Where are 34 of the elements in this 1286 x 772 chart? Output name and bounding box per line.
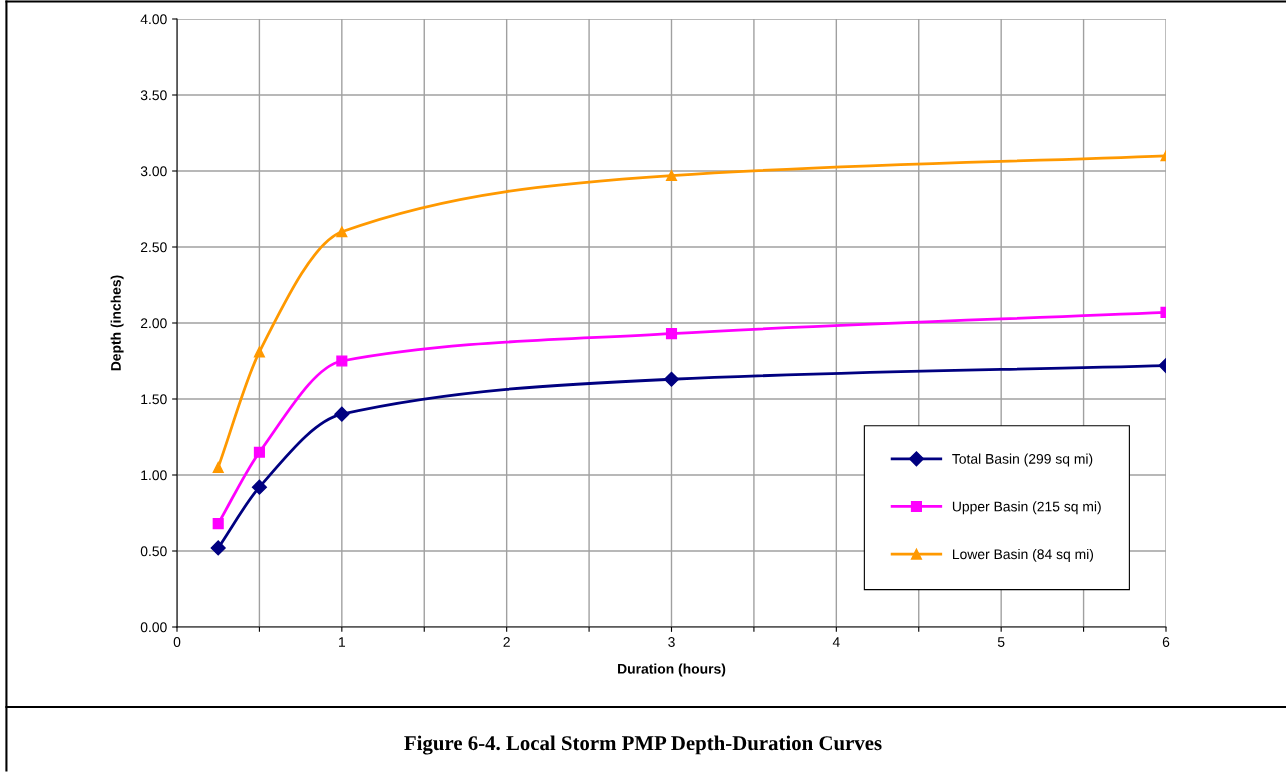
x-tick-label: 0 <box>173 637 181 647</box>
text: Figure 6-4. Local Storm PMP Depth-Duration Curves <box>404 735 882 755</box>
y-tick-label: 1.50 <box>141 394 167 405</box>
y-tick-label: 3.50 <box>140 90 167 101</box>
point <box>665 328 678 340</box>
point <box>251 479 267 495</box>
x-tick-label: 1 <box>339 637 346 647</box>
y-tick-label: 4.00 <box>140 14 167 25</box>
x-axis-title: Duration (hours) <box>618 663 726 677</box>
point <box>334 406 350 422</box>
point <box>253 446 265 458</box>
x-tick-label: 2 <box>503 637 510 647</box>
y-tick-label: 3.00 <box>140 166 167 177</box>
y-axis-title: Depth (inches) <box>110 275 124 371</box>
x-tick-label: 3 <box>668 637 675 647</box>
point <box>336 355 348 367</box>
point <box>665 170 678 182</box>
y-tick-label: 1.00 <box>141 470 167 481</box>
y-tick-label: 2.00 <box>140 318 167 329</box>
legend-label: Lower Basin (84 sq mi) <box>953 548 1094 562</box>
x-tick-label: 6 <box>1162 637 1170 647</box>
point <box>253 346 265 358</box>
y-tick-label: 0.50 <box>140 546 167 557</box>
point <box>212 518 224 530</box>
legend-label: Total Basin (299 sq mi) <box>952 453 1093 467</box>
y-tick-label: 2.50 <box>140 242 167 253</box>
point <box>212 461 224 473</box>
point <box>336 226 348 238</box>
point <box>210 540 226 556</box>
x-tick-label: 5 <box>997 637 1005 647</box>
point <box>663 371 680 387</box>
legend-label: Upper Basin (215 sq mi) <box>952 501 1101 515</box>
y-tick-label: 0.00 <box>140 622 167 633</box>
x-tick-label: 4 <box>832 637 840 647</box>
